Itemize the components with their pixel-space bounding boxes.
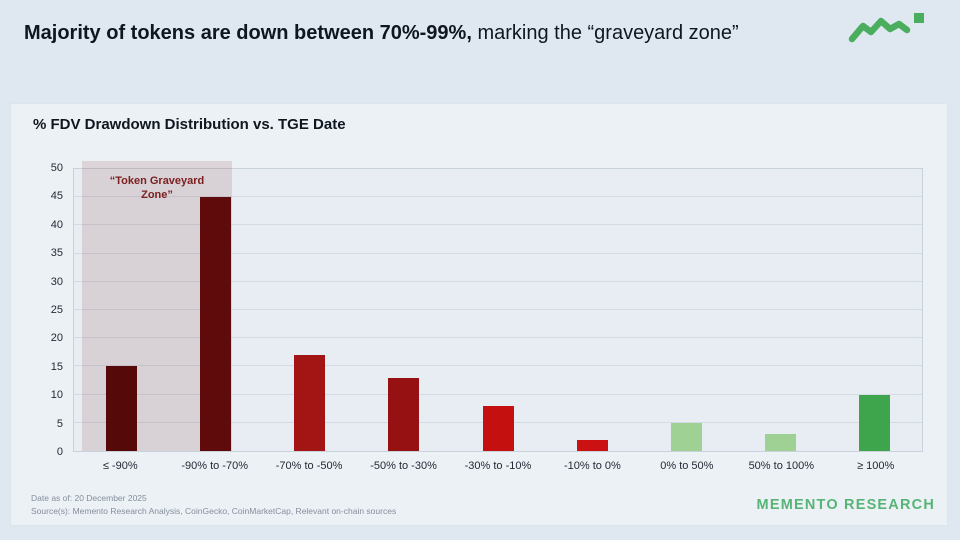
bar-1 — [105, 366, 137, 451]
gridline — [74, 196, 922, 198]
page-title-bold: Majority of tokens are down between 70%-… — [24, 22, 472, 44]
y-tick-label: 0 — [56, 446, 63, 458]
bar-3 — [294, 355, 326, 451]
logo-zigzag-line — [848, 17, 911, 43]
y-tick-label: 50 — [50, 162, 63, 174]
x-tick-label: -70% to -50% — [275, 460, 343, 472]
footer-source: Source(s): Memento Research Analysis, Co… — [31, 505, 397, 516]
footer-date: Date as of: 20 December 2025 — [31, 493, 147, 504]
bar-8 — [765, 434, 797, 451]
bar-7 — [670, 422, 702, 451]
x-tick-label: -10% to 0% — [563, 460, 621, 472]
page-title: Majority of tokens are down between 70%-… — [24, 20, 764, 47]
y-tick-label: 10 — [50, 389, 63, 402]
logo-square — [914, 13, 924, 23]
bar-chart: 0 5 10 15 20 25 30 35 40 45 50 “Token Graveyard Zo… — [51, 161, 923, 472]
y-axis: 0 5 10 15 20 25 30 35 40 45 50 — [23, 162, 63, 458]
y-tick-label: 40 — [50, 218, 63, 231]
memento-zigzag-logo-icon — [848, 13, 924, 43]
y-tick-label: 45 — [50, 190, 63, 203]
gridline — [74, 224, 922, 226]
gridline — [74, 280, 922, 282]
x-tick-label: 50% to 100% — [748, 460, 814, 472]
plot-area: “Token Graveyard Zone” — [73, 161, 923, 452]
x-tick-label: ≥ 100% — [857, 460, 895, 472]
gridline — [74, 337, 922, 339]
gridline — [74, 393, 922, 395]
bar-2 — [199, 197, 231, 451]
chart-panel: % FDV Drawdown Distribution vs. TGE Date… — [10, 103, 948, 526]
x-tick-label: -90% to -70% — [181, 460, 248, 472]
y-tick-label: 15 — [50, 360, 63, 373]
x-tick-label: ≤ -90% — [102, 460, 138, 472]
x-tick-label: -50% to -30% — [370, 460, 437, 472]
y-tick-label: 30 — [50, 275, 63, 288]
bar-9 — [859, 394, 891, 451]
gridline — [74, 365, 922, 367]
x-tick-label: -30% to -10% — [464, 460, 532, 472]
gridline — [74, 309, 922, 310]
brand-wordmark: MEMENTO RESEARCH — [756, 497, 935, 513]
y-tick-label: 35 — [50, 247, 63, 260]
y-tick-label: 5 — [56, 417, 63, 430]
page-title-regular: marking the “graveyard zone” — [471, 22, 739, 44]
gridline — [74, 252, 922, 254]
x-axis: ≤ -90% -90% to -70% -70% to -50% -50% to -3… — [73, 460, 923, 472]
bar-5 — [482, 405, 514, 451]
footer-meta: Date as of: 20 December 2025 Source(s): … — [31, 492, 396, 517]
y-tick-label: 25 — [50, 304, 63, 316]
graveyard-zone-label: “Token Graveyard Zone” — [109, 175, 205, 202]
x-tick-label: 0% to 50% — [660, 460, 714, 472]
y-tick-label: 20 — [50, 332, 63, 345]
bar-4 — [388, 377, 420, 451]
bar-6 — [576, 439, 608, 451]
chart-title: % FDV Drawdown Distribution vs. TGE Date — [33, 116, 346, 133]
